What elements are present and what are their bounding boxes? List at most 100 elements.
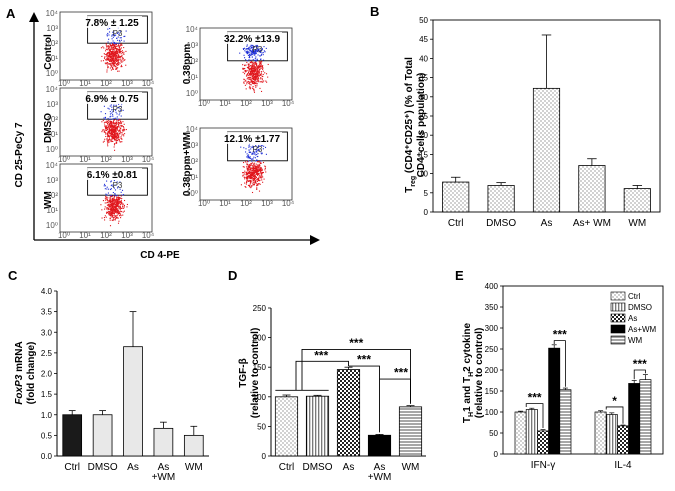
legend-label: As+WM [628, 325, 657, 334]
flow-event [247, 157, 249, 159]
flow-event-blue [258, 149, 261, 151]
flow-event [263, 80, 265, 82]
flow-y-tick: 10³ [186, 141, 198, 150]
flow-x-tick: 10² [240, 199, 252, 208]
flow-event [117, 44, 120, 46]
flow-event-blue [112, 111, 114, 113]
flow-event-blue [120, 37, 122, 39]
flow-event [112, 40, 114, 42]
flow-event [260, 171, 262, 173]
flow-event [105, 125, 107, 127]
flow-event [249, 177, 251, 180]
flow-event [115, 201, 117, 204]
flow-event [114, 45, 116, 47]
flow-event [244, 182, 246, 184]
y-tick-label: 50 [419, 16, 428, 25]
flow-event [107, 62, 109, 64]
flow-event [113, 144, 116, 146]
flow-event [266, 81, 268, 83]
flow-event [116, 50, 118, 52]
flow-event [254, 59, 256, 62]
flow-event [261, 169, 264, 171]
flow-event [104, 129, 106, 131]
flow-event [114, 135, 117, 138]
y-tick-label: 150 [485, 387, 499, 396]
x-tick-label: Ctrl [279, 462, 295, 473]
flow-event-blue [262, 52, 264, 54]
flow-event-blue [246, 52, 248, 54]
panel-e-label: E [455, 268, 464, 283]
flow-event [113, 43, 115, 45]
flow-event-blue [254, 54, 256, 56]
flow-event [106, 143, 109, 145]
flow-event [253, 163, 255, 165]
flow-event [259, 175, 261, 177]
flow-event [117, 70, 119, 72]
y-tick-label: 15 [419, 150, 428, 159]
flow-event [107, 121, 109, 123]
flow-event [253, 88, 255, 90]
flow-event [109, 125, 111, 127]
flow-event [248, 186, 251, 188]
flow-event [118, 45, 120, 47]
flow-event [259, 78, 261, 80]
flow-event [108, 208, 110, 210]
flow-event [255, 76, 257, 78]
flow-event-blue [253, 51, 255, 54]
flow-event [110, 42, 112, 44]
flow-event-blue [249, 151, 251, 153]
flow-event [111, 62, 113, 64]
chart-e-ylabel-line2: (relative to control) [474, 328, 485, 419]
flow-event-blue [244, 50, 246, 52]
flow-event [260, 173, 262, 175]
flow-event [264, 165, 266, 167]
flow-event [113, 209, 115, 211]
sig-bracket [348, 365, 380, 433]
flow-event [253, 69, 255, 71]
flow-event [109, 58, 111, 60]
flow-event [256, 183, 258, 185]
flow-event [109, 217, 112, 219]
flow-event [109, 225, 112, 227]
flow-event-blue [260, 152, 262, 154]
flow-event [251, 159, 253, 161]
flow-event [119, 141, 121, 143]
flow-event [123, 127, 125, 129]
flow-event [109, 122, 111, 124]
flow-event [114, 206, 116, 208]
flow-event-blue [255, 145, 257, 147]
flow-event [120, 202, 122, 204]
flow-event [118, 119, 120, 121]
flow-event [121, 132, 123, 134]
flow-event [112, 42, 114, 44]
flow-event [118, 58, 120, 60]
flow-event [112, 115, 114, 117]
flow-event [243, 78, 245, 80]
flow-event [115, 210, 117, 212]
flow-event [107, 58, 110, 60]
flow-event-blue [262, 54, 264, 56]
flow-event [104, 219, 106, 221]
flow-event [112, 46, 114, 48]
flow-event [112, 47, 115, 49]
flow-event [117, 209, 119, 211]
flow-event [119, 51, 122, 53]
flow-event [252, 74, 254, 77]
flow-event [254, 76, 257, 78]
flow-event [107, 66, 109, 68]
flow-event [114, 138, 116, 140]
flow-event [109, 212, 111, 214]
flow-event [255, 173, 257, 175]
flow-event [113, 126, 115, 128]
flow-event [112, 129, 114, 131]
flow-event [115, 122, 117, 124]
flow-event [252, 170, 254, 172]
flow-event [249, 83, 251, 85]
legend-label: As [628, 314, 637, 323]
flow-event [112, 62, 114, 64]
flow-event-blue [243, 47, 246, 49]
flow-event [254, 69, 256, 71]
flow-event [113, 195, 115, 197]
flow-event [258, 175, 260, 177]
